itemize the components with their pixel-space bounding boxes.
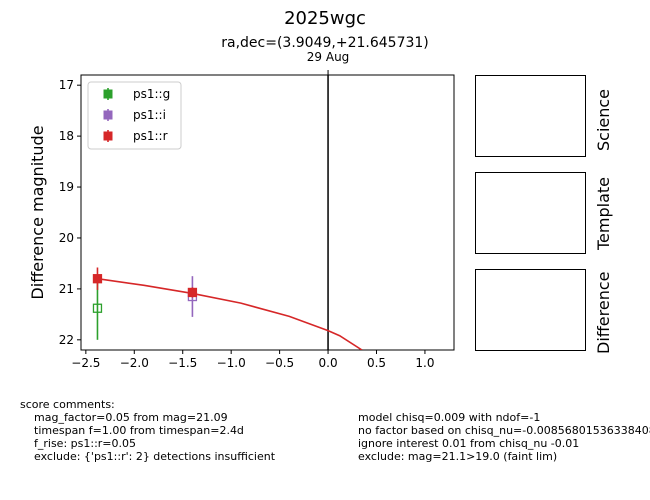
science-panel-label: Science	[594, 88, 613, 151]
data-point	[187, 287, 198, 298]
legend-label: ps1::i	[133, 108, 166, 122]
x-tick-label: −0.5	[265, 356, 294, 370]
legend-marker	[103, 110, 113, 120]
comment-line: f_rise: ps1::r=0.05	[34, 437, 137, 450]
science-thumbnail	[475, 75, 586, 157]
score-comments-left: mag_factor=0.05 from mag=21.09 timespan …	[34, 411, 275, 463]
legend-marker	[103, 131, 113, 141]
x-tick-label: 0.5	[367, 356, 386, 370]
score-comments-right: model chisq=0.009 with ndof=-1 no factor…	[358, 411, 650, 463]
legend-marker	[103, 89, 113, 99]
y-tick-label: 19	[59, 180, 74, 194]
difference-thumbnail	[475, 269, 586, 351]
legend-label: ps1::g	[133, 87, 170, 101]
comment-line: mag_factor=0.05 from mag=21.09	[34, 411, 228, 424]
y-tick-label: 18	[59, 129, 74, 143]
comment-line: no factor based on chisq_nu=-0.008568015…	[358, 424, 650, 437]
x-tick-label: 1.0	[415, 356, 434, 370]
x-tick-label: −1.0	[217, 356, 246, 370]
template-thumbnail	[475, 172, 586, 254]
light-curve-plot: −2.5 −2.0 −1.5 −1.0 −0.5 0.0 0.5 1.0 17 18 19 20 21 2…	[28, 50, 455, 370]
comment-line: model chisq=0.009 with ndof=-1	[358, 411, 541, 424]
score-comments-header: score comments:	[20, 398, 115, 411]
y-tick-label: 20	[59, 231, 74, 245]
chart-title: 2025wgc	[284, 8, 366, 29]
data-point	[92, 274, 103, 284]
y-tick-label: 17	[59, 78, 74, 92]
comment-line: exclude: {'ps1::r': 2} detections insuff…	[34, 450, 276, 463]
x-tick-label: −2.0	[120, 356, 149, 370]
y-tick-label: 22	[59, 333, 74, 347]
comment-line: timespan f=1.00 from timespan=2.4d	[34, 424, 244, 437]
comment-line: ignore interest 0.01 from chisq_nu -0.01	[358, 437, 580, 450]
data-point	[92, 303, 103, 313]
x-tick-label: −2.5	[71, 356, 100, 370]
axes-frame	[80, 74, 455, 351]
legend-label: ps1::r	[133, 129, 168, 143]
difference-panel-label: Difference	[594, 271, 613, 354]
template-panel-label: Template	[594, 176, 613, 250]
vline-label: 29 Aug	[307, 50, 350, 64]
x-tick-label: −1.5	[168, 356, 197, 370]
x-tick-label: 0.0	[319, 356, 338, 370]
y-tick-label: 21	[59, 282, 74, 296]
y-axis-label: Difference magnitude	[28, 125, 47, 299]
model-curve	[97, 277, 363, 350]
chart-subtitle: ra,dec=(3.9049,+21.645731)	[221, 35, 429, 51]
comment-line: exclude: mag=21.1>19.0 (faint lim)	[358, 450, 558, 463]
